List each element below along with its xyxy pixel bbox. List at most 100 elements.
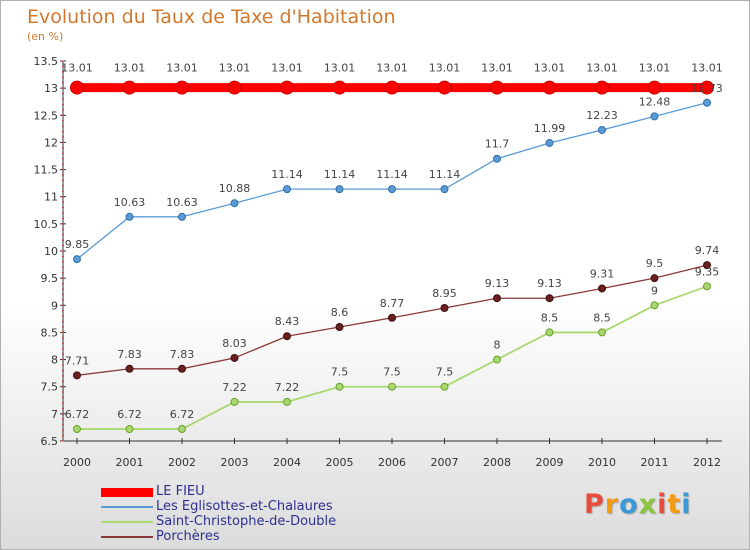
data-point [73, 255, 81, 264]
data-label: 7.83 [117, 348, 142, 361]
data-point [230, 199, 239, 208]
x-tick-label: 2012 [693, 456, 721, 469]
data-point [385, 80, 399, 95]
data-label: 8.43 [275, 315, 300, 328]
y-axis-ticks: 6.5 7 7.5 8 8.5 9 9.5 10 10.5 11 11.5 12 12.5 13 13.5 [34, 55, 66, 448]
x-tick-label: 2004 [273, 456, 301, 469]
data-label: 13.01 [324, 62, 356, 75]
data-point [70, 80, 84, 95]
data-label: 13.01 [481, 62, 513, 75]
data-point [280, 80, 294, 95]
data-label: 9.13 [537, 277, 562, 290]
y-tick-label: 7.5 [41, 381, 59, 394]
data-label: 8.77 [380, 297, 405, 310]
data-point [598, 125, 606, 134]
legend-swatch [101, 536, 153, 538]
data-point [230, 397, 239, 406]
data-point [440, 185, 449, 194]
data-label: 13.01 [534, 62, 566, 75]
data-point [335, 185, 344, 194]
data-point [545, 294, 554, 303]
data-label: 11.14 [271, 168, 303, 181]
data-point [175, 80, 189, 95]
data-point [332, 80, 347, 95]
x-tick-label: 2003 [221, 456, 249, 469]
x-tick-label: 2001 [116, 456, 144, 469]
y-tick-label: 7 [51, 408, 58, 421]
data-point [545, 138, 554, 147]
data-point [178, 212, 186, 221]
x-tick-label: 2011 [641, 456, 669, 469]
data-label: 6.72 [65, 408, 90, 421]
data-point [440, 304, 449, 312]
legend-swatch [101, 487, 153, 497]
data-point [595, 80, 609, 95]
data-point [650, 112, 659, 121]
data-point [283, 332, 291, 341]
y-tick-label: 10 [44, 245, 58, 258]
legend-label: Porchères [156, 529, 220, 544]
data-label: 11.7 [485, 138, 510, 151]
data-point [650, 301, 659, 310]
data-label: 13.01 [429, 62, 461, 75]
x-tick-label: 2008 [483, 456, 511, 469]
y-tick-label: 11 [44, 191, 58, 204]
data-point [335, 323, 344, 331]
data-label: 9.35 [695, 265, 720, 278]
proxiti-logo: Proxiti [584, 489, 692, 520]
data-label: 8.5 [593, 311, 611, 324]
data-label: 12.48 [639, 95, 671, 108]
data-point [125, 212, 134, 221]
data-label: 9.13 [485, 277, 510, 290]
chart-subtitle: (en %) [27, 30, 64, 43]
data-label: 13.01 [219, 62, 251, 75]
y-tick-label: 9.5 [41, 272, 59, 285]
x-tick-label: 2010 [588, 456, 616, 469]
data-label: 6.72 [117, 408, 142, 421]
data-label: 9.5 [646, 257, 664, 270]
data-label: 7.5 [383, 366, 401, 379]
data-point [125, 364, 134, 373]
data-point [700, 80, 714, 95]
logo-letter: r [604, 489, 620, 520]
data-label: 12.23 [586, 109, 618, 122]
data-point [335, 382, 344, 391]
data-label: 13.01 [691, 62, 723, 75]
data-point [437, 80, 452, 95]
data-point [178, 425, 186, 434]
data-label: 13.01 [586, 62, 618, 75]
logo-letter: t [667, 489, 682, 520]
data-label: 11.99 [534, 122, 566, 135]
data-label: 7.5 [331, 366, 349, 379]
y-tick-label: 13 [44, 82, 58, 95]
x-tick-label: 2006 [378, 456, 406, 469]
data-label: 8.5 [541, 311, 559, 324]
data-label: 7.22 [222, 381, 247, 394]
data-label: 7.22 [275, 381, 300, 394]
data-point [493, 294, 501, 303]
data-label: 8 [494, 339, 501, 352]
data-point [542, 80, 557, 95]
data-label: 9 [651, 284, 658, 297]
data-label: 6.72 [170, 408, 195, 421]
data-label: 11.14 [429, 168, 461, 181]
data-point [647, 80, 662, 95]
data-point [388, 185, 396, 194]
legend-label: Saint-Christophe-de-Double [156, 514, 337, 529]
data-point [703, 282, 711, 291]
chart-title: Evolution du Taux de Taxe d'Habitation [27, 6, 396, 28]
y-tick-label: 11.5 [34, 164, 59, 177]
data-label: 11.14 [324, 168, 356, 181]
data-point [545, 328, 554, 337]
data-point [178, 364, 186, 373]
data-point [598, 284, 606, 293]
data-point [283, 397, 291, 406]
y-tick-label: 8.5 [41, 326, 59, 339]
data-point [493, 154, 501, 163]
data-label: 11.14 [376, 168, 408, 181]
data-label: 9.31 [590, 267, 615, 280]
data-label: 10.63 [166, 196, 198, 209]
data-label: 13.01 [376, 62, 408, 75]
